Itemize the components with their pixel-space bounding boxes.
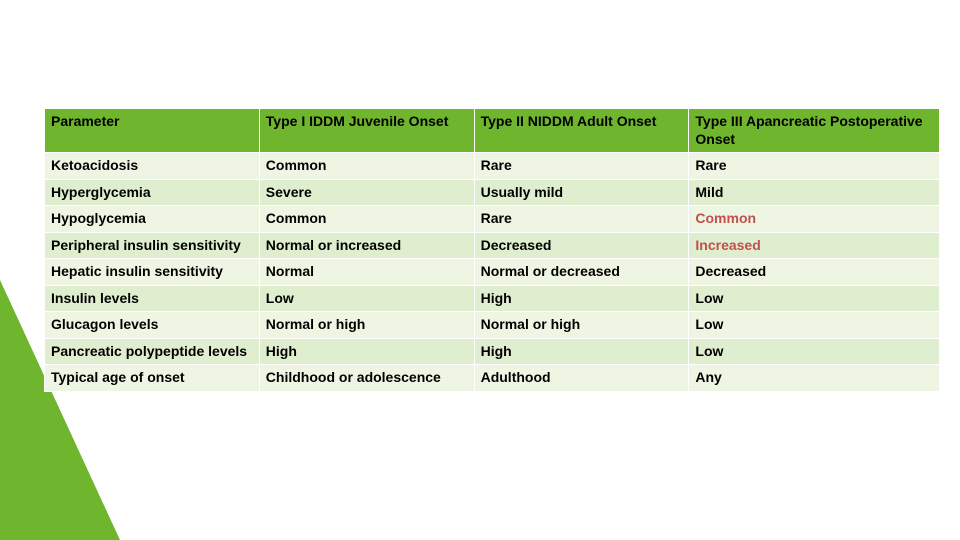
table-cell: Usually mild: [474, 179, 689, 206]
table-cell: High: [259, 338, 474, 365]
table-cell: High: [474, 338, 689, 365]
table-cell: Decreased: [689, 259, 940, 286]
table-row: HypoglycemiaCommonRareCommon: [45, 206, 940, 233]
table-cell: Insulin levels: [45, 285, 260, 312]
table-cell: Rare: [474, 206, 689, 233]
table-cell: Adulthood: [474, 365, 689, 392]
table-row: Hepatic insulin sensitivityNormalNormal …: [45, 259, 940, 286]
table-row: Insulin levelsLowHighLow: [45, 285, 940, 312]
table-cell: Common: [259, 153, 474, 180]
table-cell: Low: [689, 312, 940, 339]
table-row: Glucagon levelsNormal or highNormal or h…: [45, 312, 940, 339]
table-cell: Glucagon levels: [45, 312, 260, 339]
table-cell: Increased: [689, 232, 940, 259]
table-cell: Any: [689, 365, 940, 392]
table-cell: Normal or increased: [259, 232, 474, 259]
table-cell: Normal: [259, 259, 474, 286]
table-cell: Severe: [259, 179, 474, 206]
table-cell: Normal or decreased: [474, 259, 689, 286]
table-cell: Normal or high: [259, 312, 474, 339]
table-cell: High: [474, 285, 689, 312]
col-header-type3: Type III Apancreatic Postoperative Onset: [689, 109, 940, 153]
table-cell: Decreased: [474, 232, 689, 259]
table-cell: Rare: [474, 153, 689, 180]
table-cell: Childhood or adolescence: [259, 365, 474, 392]
table-cell: Low: [689, 285, 940, 312]
table-cell: Low: [689, 338, 940, 365]
table-row: Typical age of onsetChildhood or adolesc…: [45, 365, 940, 392]
table-cell: Ketoacidosis: [45, 153, 260, 180]
table-cell: Hepatic insulin sensitivity: [45, 259, 260, 286]
col-header-parameter: Parameter: [45, 109, 260, 153]
table-cell: Common: [259, 206, 474, 233]
table-row: Pancreatic polypeptide levelsHighHighLow: [45, 338, 940, 365]
table-row: HyperglycemiaSevereUsually mildMild: [45, 179, 940, 206]
col-header-type1: Type I IDDM Juvenile Onset: [259, 109, 474, 153]
table-cell: Common: [689, 206, 940, 233]
comparison-table-container: Parameter Type I IDDM Juvenile Onset Typ…: [44, 108, 940, 392]
table-row: Peripheral insulin sensitivityNormal or …: [45, 232, 940, 259]
table-row: KetoacidosisCommonRareRare: [45, 153, 940, 180]
table-cell: Normal or high: [474, 312, 689, 339]
table-header-row: Parameter Type I IDDM Juvenile Onset Typ…: [45, 109, 940, 153]
table-cell: Pancreatic polypeptide levels: [45, 338, 260, 365]
table-cell: Low: [259, 285, 474, 312]
table-cell: Rare: [689, 153, 940, 180]
table-cell: Typical age of onset: [45, 365, 260, 392]
table-cell: Mild: [689, 179, 940, 206]
table-cell: Peripheral insulin sensitivity: [45, 232, 260, 259]
table-cell: Hypoglycemia: [45, 206, 260, 233]
table-body: KetoacidosisCommonRareRareHyperglycemiaS…: [45, 153, 940, 392]
col-header-type2: Type II NIDDM Adult Onset: [474, 109, 689, 153]
table-cell: Hyperglycemia: [45, 179, 260, 206]
comparison-table: Parameter Type I IDDM Juvenile Onset Typ…: [44, 108, 940, 392]
